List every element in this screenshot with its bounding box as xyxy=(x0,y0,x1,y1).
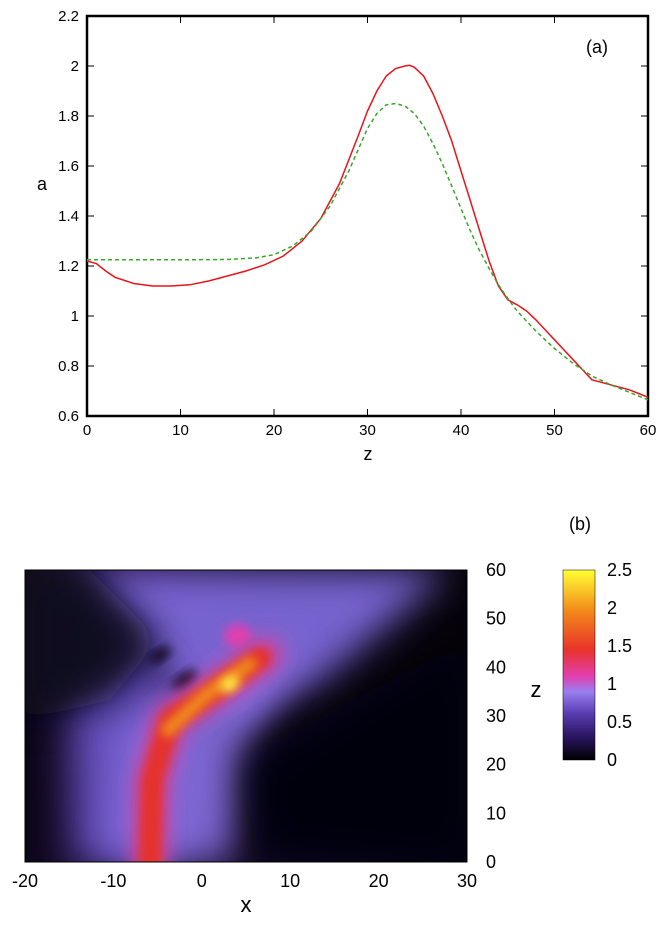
y-tick-label: 1.4 xyxy=(58,208,79,225)
heatmap-x-tick-label: 0 xyxy=(197,871,207,891)
colorbar-tick-label: 2.5 xyxy=(607,560,632,580)
heatmap-tick-labels: -20 -10 0 10 20 30 0 10 20 30 40 50 60 xyxy=(12,560,506,891)
axis-ticks xyxy=(86,15,649,417)
y-tick-label: 2.2 xyxy=(58,8,79,25)
heatmap-z-tick-label: 60 xyxy=(486,560,506,580)
panel-label-a: (a) xyxy=(586,37,608,57)
y-tick-label: 2 xyxy=(71,58,79,75)
heatmap-x-tick-label: 10 xyxy=(280,871,300,891)
colorbar xyxy=(562,569,596,761)
y-tick-label: 0.6 xyxy=(58,408,79,425)
heatmap-x-tick-label: 30 xyxy=(457,871,477,891)
heatmap-panel: (b) -20 -10 0 xyxy=(12,514,632,917)
colorbar-tick-label: 1 xyxy=(607,674,617,694)
x-tick-label: 20 xyxy=(266,422,283,439)
tick-labels: 0 10 20 30 40 50 60 0.6 0.8 1 1.2 1.4 1.6 1.8 2 2.2 xyxy=(58,8,656,439)
x-tick-label: 60 xyxy=(640,422,657,439)
heatmap-z-tick-label: 10 xyxy=(486,803,506,823)
x-tick-label: 40 xyxy=(453,422,470,439)
x-tick-label: 0 xyxy=(83,422,91,439)
series-group xyxy=(86,64,649,401)
heatmap-z-tick-label: 40 xyxy=(486,657,506,677)
y-tick-label: 1.8 xyxy=(58,108,79,125)
heatmap-x-tick-label: 20 xyxy=(369,871,389,891)
colorbar-tick-label: 0.5 xyxy=(607,712,632,732)
heatmap-z-tick-label: 20 xyxy=(486,755,506,775)
y-axis-label: a xyxy=(37,174,48,194)
y-tick-label: 1.2 xyxy=(58,258,79,275)
colorbar-tick-label: 0 xyxy=(607,750,617,770)
heatmap-image xyxy=(25,570,467,862)
plot-frame xyxy=(85,14,650,418)
x-tick-label: 30 xyxy=(359,422,376,439)
colorbar-tick-label: 1.5 xyxy=(607,636,632,656)
x-tick-label: 10 xyxy=(172,422,189,439)
heatmap-x-tick-label: -20 xyxy=(12,871,38,891)
heatmap-frame xyxy=(24,569,468,863)
series-line-2 xyxy=(87,102,649,401)
y-tick-label: 0.8 xyxy=(58,358,79,375)
heatmap-z-axis-label: z xyxy=(531,677,542,702)
x-tick-label: 50 xyxy=(546,422,563,439)
colorbar-tick-labels: 2.5 2 1.5 1 0.5 0 xyxy=(607,560,632,770)
series-line-1 xyxy=(86,64,649,398)
panel-label-b: (b) xyxy=(569,514,591,534)
line-chart-panel: 0 10 20 30 40 50 60 0.6 0.8 1 1.2 1.4 1.6 1.8 2 2.2 (a)… xyxy=(37,8,656,464)
heatmap-z-tick-label: 0 xyxy=(486,852,496,872)
colorbar-tick-label: 2 xyxy=(607,598,617,618)
heatmap-x-axis-label: x xyxy=(241,892,252,917)
y-tick-label: 1.6 xyxy=(58,158,79,175)
heatmap-z-tick-label: 50 xyxy=(486,609,506,629)
heatmap-x-tick-label: -10 xyxy=(100,871,126,891)
x-axis-label: z xyxy=(364,444,373,464)
heatmap-z-tick-label: 30 xyxy=(486,706,506,726)
y-tick-label: 1 xyxy=(71,308,79,325)
